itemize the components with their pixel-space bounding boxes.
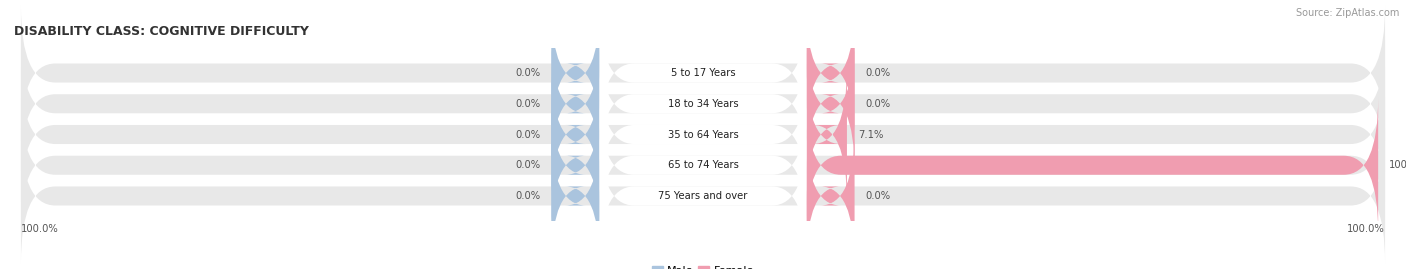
FancyBboxPatch shape [21, 67, 1385, 202]
FancyBboxPatch shape [551, 98, 599, 233]
Text: 100.0%: 100.0% [1389, 160, 1406, 170]
FancyBboxPatch shape [21, 129, 1385, 263]
FancyBboxPatch shape [551, 67, 599, 202]
FancyBboxPatch shape [551, 129, 599, 263]
FancyBboxPatch shape [21, 98, 1385, 233]
Text: 0.0%: 0.0% [515, 129, 540, 140]
FancyBboxPatch shape [807, 129, 855, 263]
FancyBboxPatch shape [807, 36, 855, 171]
FancyBboxPatch shape [599, 98, 807, 233]
FancyBboxPatch shape [551, 6, 599, 140]
FancyBboxPatch shape [807, 98, 1378, 233]
Text: 0.0%: 0.0% [515, 68, 540, 78]
FancyBboxPatch shape [807, 67, 846, 202]
FancyBboxPatch shape [599, 6, 807, 140]
Legend: Male, Female: Male, Female [647, 261, 759, 269]
FancyBboxPatch shape [21, 6, 1385, 140]
Text: DISABILITY CLASS: COGNITIVE DIFFICULTY: DISABILITY CLASS: COGNITIVE DIFFICULTY [14, 25, 309, 38]
FancyBboxPatch shape [599, 67, 807, 202]
Text: 75 Years and over: 75 Years and over [658, 191, 748, 201]
Text: 0.0%: 0.0% [515, 191, 540, 201]
FancyBboxPatch shape [599, 129, 807, 263]
Text: 0.0%: 0.0% [866, 99, 891, 109]
Text: 0.0%: 0.0% [866, 68, 891, 78]
FancyBboxPatch shape [551, 36, 599, 171]
Text: 18 to 34 Years: 18 to 34 Years [668, 99, 738, 109]
Text: 0.0%: 0.0% [515, 160, 540, 170]
Text: 100.0%: 100.0% [21, 224, 59, 234]
Text: 0.0%: 0.0% [866, 191, 891, 201]
Text: 0.0%: 0.0% [515, 99, 540, 109]
Text: 5 to 17 Years: 5 to 17 Years [671, 68, 735, 78]
Text: 100.0%: 100.0% [1347, 224, 1385, 234]
Text: 65 to 74 Years: 65 to 74 Years [668, 160, 738, 170]
FancyBboxPatch shape [807, 6, 855, 140]
Text: 7.1%: 7.1% [858, 129, 883, 140]
Text: 35 to 64 Years: 35 to 64 Years [668, 129, 738, 140]
FancyBboxPatch shape [599, 36, 807, 171]
FancyBboxPatch shape [21, 36, 1385, 171]
Text: Source: ZipAtlas.com: Source: ZipAtlas.com [1295, 8, 1399, 18]
